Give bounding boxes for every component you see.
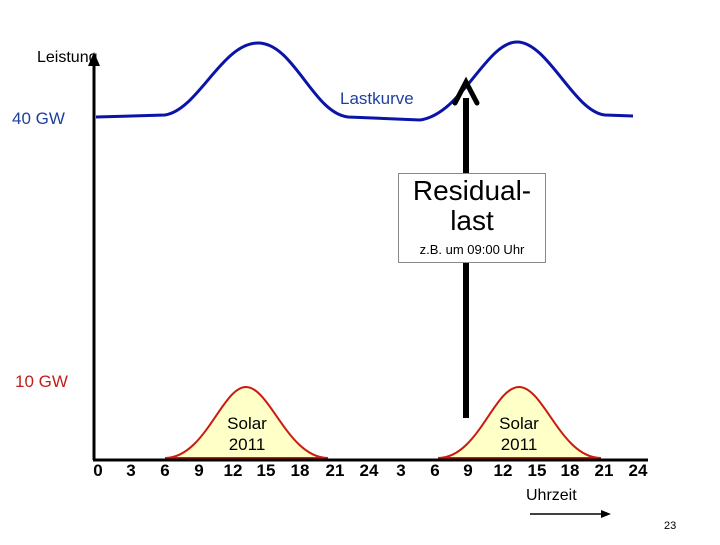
x-tick: 9 (194, 461, 204, 480)
residual-title-line2: last (450, 205, 494, 236)
residual-arrow-head (452, 76, 480, 106)
residual-load-box: Residual- last z.B. um 09:00 Uhr (398, 173, 546, 263)
y-axis-arrowhead (88, 52, 100, 66)
residual-load-title: Residual- last (399, 176, 545, 236)
solar-label-2: Solar 2011 (489, 413, 549, 455)
x-tick: 15 (527, 461, 547, 480)
residual-title-line1: Residual- (412, 175, 532, 206)
x-tick: 24 (359, 461, 379, 480)
load-curve (95, 40, 634, 122)
solar-curve-day-1 (164, 385, 329, 459)
x-tick: 12 (493, 461, 513, 480)
solar-label-1-line1: Solar (227, 414, 267, 433)
x-tick: 12 (223, 461, 243, 480)
x-tick: 3 (126, 461, 136, 480)
x-tick: 24 (628, 461, 648, 480)
label-10gw: 10 GW (15, 372, 68, 391)
time-arrow-head (601, 510, 611, 518)
x-tick: 0 (93, 461, 103, 480)
x-tick: 18 (290, 461, 310, 480)
x-tick: 6 (430, 461, 440, 480)
page-number: 23 (664, 520, 677, 532)
x-tick: 21 (594, 461, 614, 480)
x-tick: 21 (325, 461, 345, 480)
solar-label-2-line2: 2011 (500, 435, 538, 454)
x-tick: 6 (160, 461, 170, 480)
solar-label-1: Solar 2011 (217, 413, 277, 455)
x-tick: 15 (256, 461, 276, 480)
y-axis-title: Leistung (37, 49, 98, 66)
residual-load-note: z.B. um 09:00 Uhr (419, 242, 525, 257)
solar-curve-day-2 (437, 385, 602, 459)
x-axis-title: Uhrzeit (526, 487, 577, 504)
x-tick: 3 (396, 461, 406, 480)
load-curve-label: Lastkurve (340, 89, 414, 108)
solar-label-2-line1: Solar (499, 414, 539, 433)
x-tick: 18 (560, 461, 580, 480)
label-40gw: 40 GW (12, 109, 65, 128)
solar-label-1-line2: 2011 (228, 435, 266, 454)
x-tick: 9 (463, 461, 473, 480)
